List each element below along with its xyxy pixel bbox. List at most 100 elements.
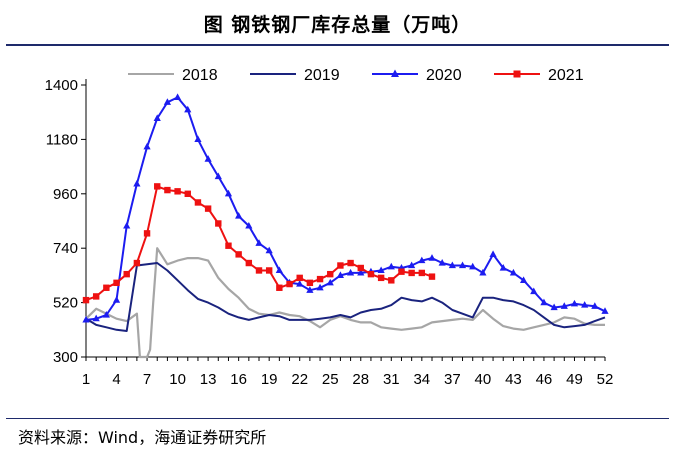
data-point-2021 — [255, 267, 263, 274]
top-rule — [6, 44, 669, 46]
x-tick-label: 43 — [505, 371, 522, 388]
legend-label-2019: 2019 — [304, 67, 340, 84]
x-tick-label: 1 — [82, 371, 90, 388]
y-tick-label: 300 — [53, 349, 78, 366]
data-point-2020 — [265, 246, 273, 254]
data-point-2021 — [154, 183, 161, 190]
x-tick-label: 13 — [200, 371, 217, 388]
data-point-2020 — [92, 314, 100, 322]
data-point-2021 — [92, 293, 100, 300]
data-point-2021 — [143, 230, 151, 237]
data-point-2021 — [265, 267, 273, 274]
data-point-2020 — [316, 283, 324, 291]
data-point-2020 — [184, 105, 192, 113]
data-point-2020 — [530, 287, 538, 295]
series-line-2020 — [85, 96, 606, 321]
data-point-2020 — [214, 172, 222, 180]
data-point-2020 — [560, 302, 568, 309]
data-point-2020 — [112, 296, 121, 303]
x-tick-label: 49 — [566, 371, 583, 388]
data-point-2020 — [102, 310, 110, 318]
x-tick-label: 37 — [444, 371, 461, 388]
data-point-2021 — [286, 280, 293, 288]
x-tick-label: 46 — [536, 371, 553, 388]
data-point-2020 — [306, 286, 314, 293]
data-point-2020 — [387, 262, 395, 270]
series-line-2018 — [85, 247, 605, 359]
source-note: 资料来源：Wind，海通证券研究所 — [18, 428, 267, 447]
data-point-2020 — [275, 266, 283, 274]
data-point-2020 — [601, 307, 609, 314]
data-point-2021 — [428, 273, 436, 280]
legend-label-2020: 2020 — [426, 67, 462, 84]
data-point-2021 — [123, 270, 130, 278]
x-tick-label: 19 — [261, 371, 278, 388]
data-point-2021 — [164, 186, 171, 194]
data-point-2021 — [204, 205, 212, 212]
data-point-2020 — [173, 93, 182, 100]
data-point-2020 — [438, 259, 446, 266]
data-point-2020 — [489, 250, 497, 257]
data-point-2020 — [194, 135, 202, 142]
data-point-2020 — [224, 189, 233, 197]
y-tick-label: 520 — [53, 295, 78, 312]
data-point-2020 — [204, 155, 212, 162]
data-point-2020 — [458, 261, 467, 269]
data-point-2020 — [428, 254, 436, 261]
x-tick-label: 25 — [322, 371, 339, 388]
data-point-2021 — [276, 284, 283, 291]
bottom-rule — [6, 418, 669, 419]
data-point-2021 — [306, 279, 314, 287]
chart-title-bar: 图 钢铁钢厂库存总量（万吨） — [0, 0, 675, 46]
data-point-2020 — [540, 298, 548, 306]
data-point-2020 — [418, 256, 426, 264]
data-point-2021 — [388, 277, 395, 284]
data-point-2021 — [133, 259, 141, 267]
data-point-2021 — [418, 269, 426, 277]
data-point-2021 — [225, 242, 232, 249]
data-point-2020 — [163, 98, 172, 105]
legend-label-2018: 2018 — [182, 67, 218, 84]
data-point-2020 — [153, 114, 161, 121]
data-point-2021 — [245, 259, 253, 267]
y-tick-label: 1400 — [45, 77, 78, 94]
data-point-2020 — [133, 179, 141, 187]
data-point-2021 — [327, 270, 334, 278]
data-point-2020 — [469, 262, 477, 270]
x-tick-label: 28 — [352, 371, 369, 388]
data-point-2020 — [448, 261, 456, 269]
y-tick-label: 960 — [53, 186, 78, 203]
data-point-2021 — [367, 270, 375, 278]
data-point-2020 — [570, 299, 579, 307]
y-tick-label: 740 — [53, 240, 78, 257]
x-tick-label: 40 — [475, 371, 492, 388]
data-point-2020 — [357, 268, 365, 276]
data-point-2021 — [316, 275, 324, 283]
data-point-2021 — [103, 284, 110, 291]
data-point-2020 — [245, 221, 253, 229]
x-tick-label: 52 — [597, 371, 614, 388]
data-point-2021 — [337, 262, 344, 269]
data-point-2020 — [143, 142, 151, 150]
data-point-2020 — [235, 212, 243, 219]
data-point-2021 — [235, 251, 242, 258]
x-tick-label: 34 — [413, 371, 430, 388]
data-point-2020 — [336, 271, 345, 278]
data-point-2021 — [296, 274, 303, 282]
chart-title: 图 钢铁钢厂库存总量（万吨） — [203, 13, 472, 36]
data-point-2020 — [408, 261, 416, 269]
data-point-2021 — [408, 269, 415, 277]
data-point-2021 — [194, 199, 202, 206]
legend-label-2021: 2021 — [548, 67, 584, 84]
x-tick-label: 31 — [383, 371, 400, 388]
data-point-2021 — [113, 279, 120, 287]
data-point-2020 — [377, 266, 385, 274]
data-point-2021 — [357, 264, 364, 272]
data-point-2021 — [347, 259, 354, 267]
x-tick-label: 10 — [169, 371, 186, 388]
data-point-2020 — [326, 278, 334, 286]
data-point-2021 — [174, 188, 181, 195]
data-point-2020 — [499, 263, 507, 271]
series-line-2019 — [85, 262, 606, 332]
x-tick-label: 16 — [230, 371, 247, 388]
